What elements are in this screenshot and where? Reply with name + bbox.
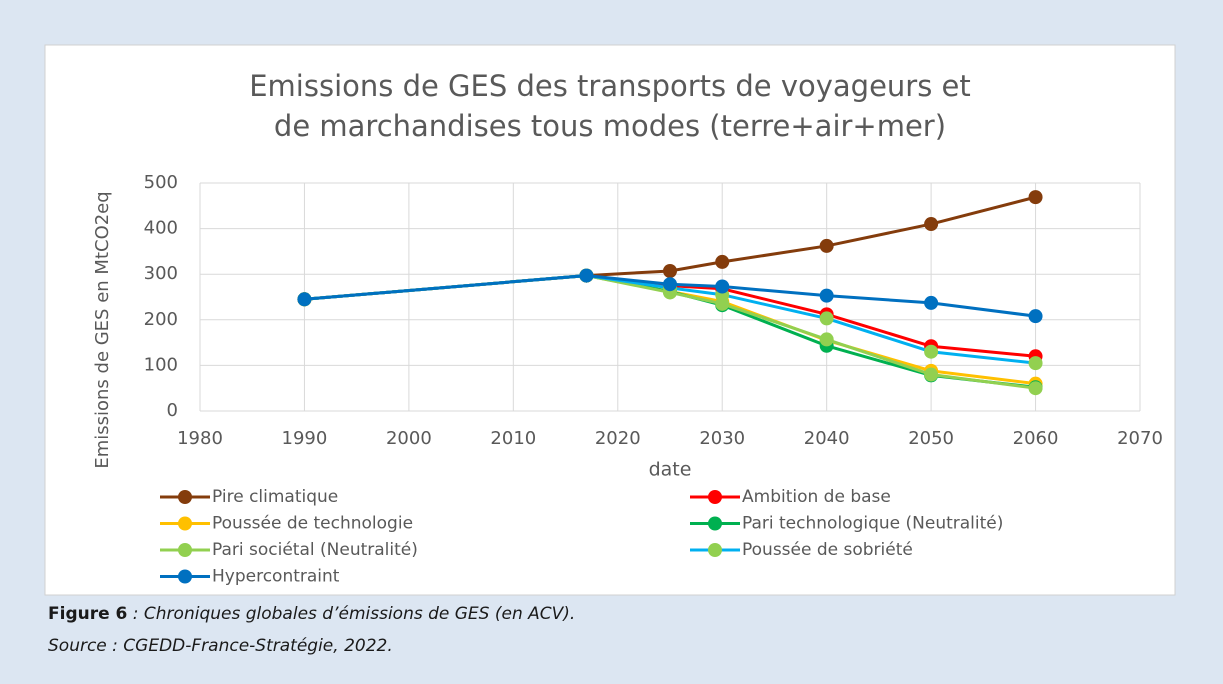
legend-marker xyxy=(178,569,192,584)
caption: Figure 6 : Chroniques globales d’émissio… xyxy=(48,604,575,624)
data-point xyxy=(819,332,834,347)
data-point xyxy=(1028,356,1043,371)
y-axis-label: Emissions de GES en MtCO2eq xyxy=(92,191,113,468)
x-tick-label: 1990 xyxy=(282,428,328,449)
caption-source: Source : CGEDD-France-Stratégie, 2022. xyxy=(48,636,393,656)
data-point xyxy=(715,279,730,294)
y-tick-label: 300 xyxy=(144,263,178,284)
legend-marker xyxy=(178,516,192,531)
y-tick-label: 100 xyxy=(144,354,178,375)
x-tick-label: 2050 xyxy=(908,428,954,449)
data-point xyxy=(1028,381,1043,396)
legend-label: Poussée de technologie xyxy=(212,514,413,534)
data-point xyxy=(663,264,677,279)
legend-label: Ambition de base xyxy=(742,487,891,507)
data-point xyxy=(924,217,939,232)
caption-label: Figure 6 xyxy=(48,604,128,624)
chart: Emissions de GES des transports de voyag… xyxy=(44,44,1176,596)
legend-label: Pari sociétal (Neutralité) xyxy=(212,540,418,560)
legend-marker xyxy=(178,543,192,557)
data-point xyxy=(819,238,834,253)
data-point xyxy=(924,295,939,310)
data-point xyxy=(819,311,834,326)
data-point xyxy=(924,367,939,382)
y-tick-label: 0 xyxy=(167,400,178,421)
data-point xyxy=(715,254,730,269)
legend-label: Hypercontraint xyxy=(212,567,340,587)
x-tick-label: 2030 xyxy=(699,428,745,449)
caption-text: : Chroniques globales d’émissions de GES… xyxy=(127,604,576,624)
data-point xyxy=(924,344,939,359)
x-tick-label: 1980 xyxy=(177,428,223,449)
data-point xyxy=(579,268,594,283)
data-point xyxy=(819,288,834,303)
chart-title: Emissions de GES des transports de voyag… xyxy=(249,69,971,103)
x-axis-label: date xyxy=(649,459,692,481)
data-point xyxy=(663,277,677,292)
chart-title: de marchandises tous modes (terre+air+me… xyxy=(274,109,946,143)
x-tick-label: 2010 xyxy=(490,428,536,449)
legend-label: Pire climatique xyxy=(212,487,338,507)
caption-source-text: Source : CGEDD-France-Stratégie, 2022. xyxy=(48,636,393,656)
x-tick-label: 2040 xyxy=(804,428,850,449)
legend-marker xyxy=(708,543,722,557)
legend-label: Poussée de sobriété xyxy=(742,540,913,560)
data-point xyxy=(1028,309,1043,324)
legend-marker xyxy=(178,490,192,504)
data-point xyxy=(1028,190,1043,205)
x-tick-label: 2070 xyxy=(1117,428,1163,449)
data-point xyxy=(297,292,312,307)
y-tick-label: 500 xyxy=(144,172,178,193)
x-tick-label: 2060 xyxy=(1013,428,1059,449)
legend-marker xyxy=(708,490,722,504)
x-tick-label: 2000 xyxy=(386,428,432,449)
y-tick-label: 400 xyxy=(144,218,178,239)
legend-label: Pari technologique (Neutralité) xyxy=(742,514,1003,534)
x-tick-label: 2020 xyxy=(595,428,641,449)
y-tick-label: 200 xyxy=(144,309,178,330)
legend-marker xyxy=(708,516,722,531)
